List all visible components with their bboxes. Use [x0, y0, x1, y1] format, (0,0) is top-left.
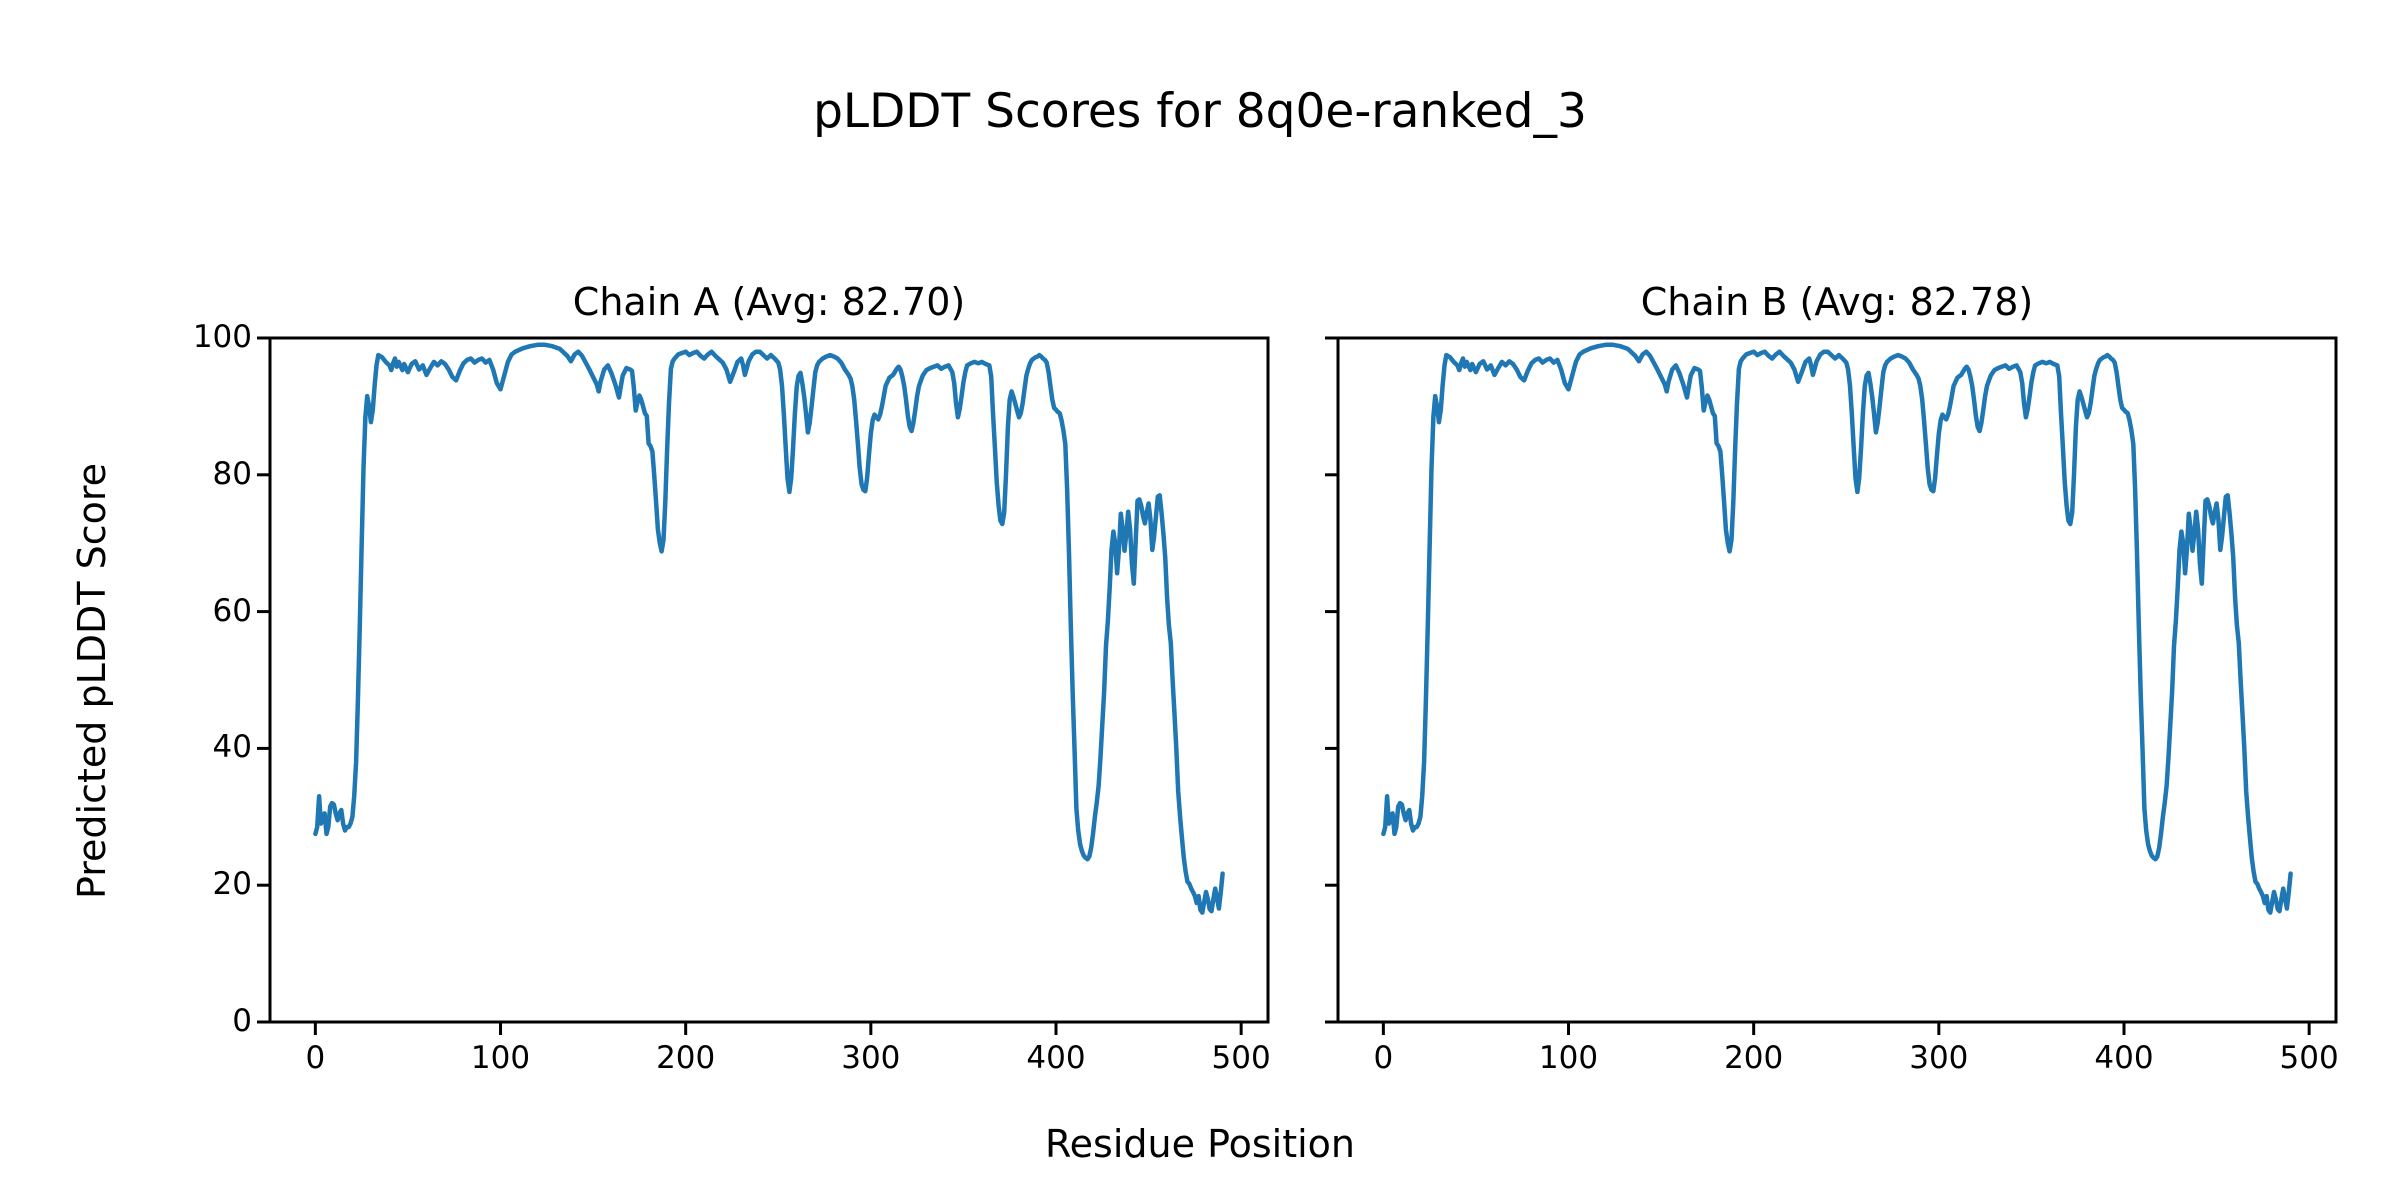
subplot-title-chain-b: Chain B (Avg: 82.78)	[1640, 280, 2034, 324]
x-tick-label: 400	[2094, 1040, 2154, 1076]
y-tick-label: 100	[192, 319, 252, 355]
x-axis-label: Residue Position	[1044, 1122, 1356, 1166]
y-tick-label: 0	[232, 1003, 252, 1039]
subplot-chain-a: Chain A (Avg: 82.70) 0 100 200 300 400 500 0 20…	[193, 280, 1271, 1076]
x-tick-label: 300	[841, 1040, 901, 1076]
x-tick-label: 400	[1026, 1040, 1086, 1076]
x-tick-label: 500	[2279, 1040, 2339, 1076]
chain-b-plot-area	[1325, 336, 2338, 1035]
chain-a-plot-area	[257, 336, 1270, 1035]
y-tick-label: 40	[212, 729, 252, 766]
plddt-line	[313, 342, 1225, 915]
subplot-chain-b: Chain B (Avg: 82.78) 0 100 200 300 400 500	[1325, 280, 2339, 1076]
x-tick-label: 200	[656, 1040, 716, 1076]
subplot-title-chain-a: Chain A (Avg: 82.70)	[572, 280, 966, 324]
x-tick-label: 100	[1538, 1040, 1599, 1076]
x-tick-label: 500	[1211, 1040, 1271, 1076]
y-tick-label: 60	[212, 592, 252, 629]
plddt-line	[1381, 342, 2293, 915]
x-tick-label: 200	[1724, 1040, 1784, 1076]
figure-title: pLDDT Scores for 8q0e-ranked_3	[813, 84, 1587, 139]
x-tick-label: 300	[1909, 1040, 1969, 1076]
x-tick-label: 100	[470, 1040, 531, 1076]
y-axis-label: Predicted pLDDT Score	[70, 463, 114, 899]
x-tick-label: 0	[305, 1040, 326, 1076]
x-tick-label: 0	[1373, 1040, 1394, 1076]
y-tick-label: 80	[212, 455, 252, 492]
axes-spines	[1336, 336, 2338, 1024]
axes-spines	[268, 336, 1270, 1024]
y-tick-label: 20	[212, 866, 252, 903]
